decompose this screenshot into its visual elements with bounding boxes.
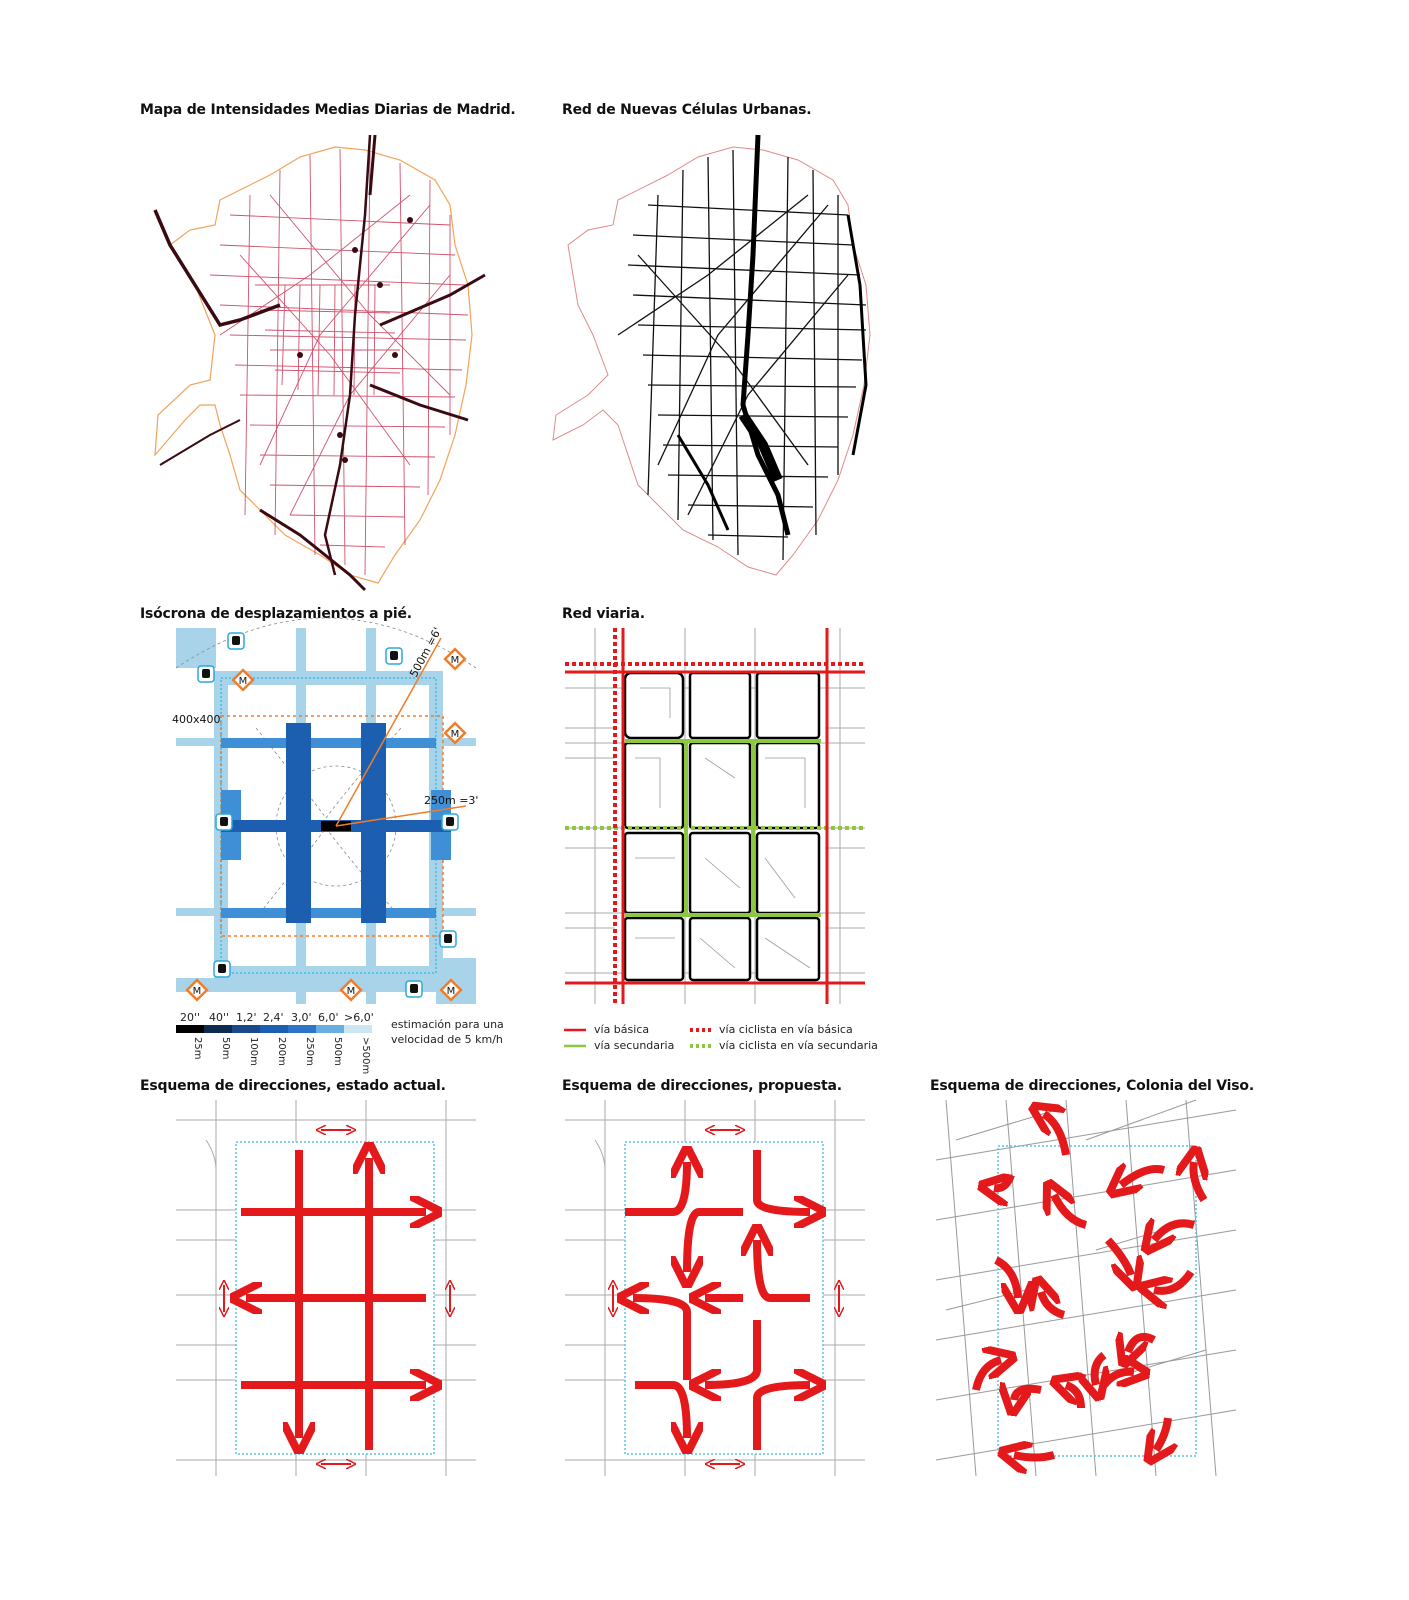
speed-note-line2: velocidad de 5 km/h bbox=[391, 1033, 503, 1046]
time-label: 1,2' bbox=[236, 1011, 257, 1024]
bus-icon bbox=[213, 960, 231, 978]
distance-label: 100m bbox=[248, 1037, 259, 1066]
urban-cells-map bbox=[552, 134, 871, 576]
title-directions-current: Esquema de direcciones, estado actual. bbox=[140, 1078, 446, 1094]
title-imd-map: Mapa de Intensidades Medias Diarias de M… bbox=[140, 102, 516, 118]
scale-swatch bbox=[288, 1025, 316, 1033]
svg-text:M: M bbox=[451, 655, 460, 666]
scale-swatch bbox=[344, 1025, 372, 1033]
time-label: 40'' bbox=[209, 1011, 230, 1024]
speed-note: estimación para una velocidad de 5 km/h bbox=[391, 1017, 504, 1047]
road-legend bbox=[564, 1028, 712, 1048]
isochrone-diagram: 400x400 500m =6' 250m =3' M M M M M M bbox=[172, 617, 478, 1004]
title-isochrone: Isócrona de desplazamientos a pié. bbox=[140, 606, 412, 622]
bus-icon bbox=[405, 980, 423, 998]
time-label: 6,0' bbox=[318, 1011, 339, 1024]
bus-icon bbox=[385, 647, 403, 665]
metro-icon: M bbox=[339, 978, 363, 1002]
time-label: >6,0' bbox=[344, 1011, 374, 1024]
time-label: 2,4' bbox=[263, 1011, 284, 1024]
bus-icon bbox=[197, 665, 215, 683]
block-size-label: 400x400 bbox=[172, 713, 221, 726]
bus-icon bbox=[215, 813, 233, 831]
speed-note-line1: estimación para una bbox=[391, 1018, 504, 1031]
distance-label: 50m bbox=[220, 1037, 231, 1060]
title-urban-cells: Red de Nuevas Células Urbanas. bbox=[562, 102, 812, 118]
svg-text:M: M bbox=[193, 986, 202, 997]
scale-swatch bbox=[316, 1025, 344, 1033]
legend-bike-secondary: vía ciclista en vía secundaria bbox=[719, 1039, 878, 1052]
title-directions-proposal: Esquema de direcciones, propuesta. bbox=[562, 1078, 842, 1094]
bus-icon bbox=[441, 813, 459, 831]
svg-text:M: M bbox=[451, 729, 460, 740]
distance-label: 500m bbox=[332, 1037, 343, 1066]
title-road-network: Red viaria. bbox=[562, 606, 645, 622]
isochrone-color-scale bbox=[176, 1025, 372, 1033]
time-label: 3,0' bbox=[291, 1011, 312, 1024]
scale-swatch bbox=[232, 1025, 260, 1033]
imd-map bbox=[153, 134, 486, 592]
metro-icon: M bbox=[443, 721, 467, 745]
metro-icon: M bbox=[443, 647, 467, 671]
legend-basic-road: vía básica bbox=[594, 1023, 650, 1036]
scale-swatch bbox=[204, 1025, 232, 1033]
directions-proposal-diagram bbox=[565, 1100, 865, 1476]
legend-bike-basic: vía ciclista en vía básica bbox=[719, 1023, 853, 1036]
svg-text:M: M bbox=[447, 986, 456, 997]
scale-swatch bbox=[176, 1025, 204, 1033]
directions-current-diagram bbox=[176, 1100, 476, 1476]
road-network-diagram bbox=[565, 628, 865, 1004]
time-label: 20'' bbox=[180, 1011, 201, 1024]
metro-icon: M bbox=[439, 978, 463, 1002]
distance-label: 25m bbox=[192, 1037, 203, 1060]
distance-label: >500m bbox=[360, 1037, 371, 1075]
legend-secondary-road: vía secundaria bbox=[594, 1039, 675, 1052]
metro-icon: M bbox=[231, 668, 255, 692]
scale-swatch bbox=[260, 1025, 288, 1033]
radius-250-label: 250m =3' bbox=[424, 794, 478, 807]
distance-label: 200m bbox=[276, 1037, 287, 1066]
metro-icon: M bbox=[185, 978, 209, 1002]
bus-icon bbox=[227, 632, 245, 650]
title-directions-viso: Esquema de direcciones, Colonia del Viso… bbox=[930, 1078, 1254, 1094]
directions-viso-diagram bbox=[935, 1099, 1237, 1477]
svg-text:M: M bbox=[239, 676, 248, 687]
svg-text:M: M bbox=[347, 986, 356, 997]
bus-icon bbox=[439, 930, 457, 948]
distance-label: 250m bbox=[304, 1037, 315, 1066]
